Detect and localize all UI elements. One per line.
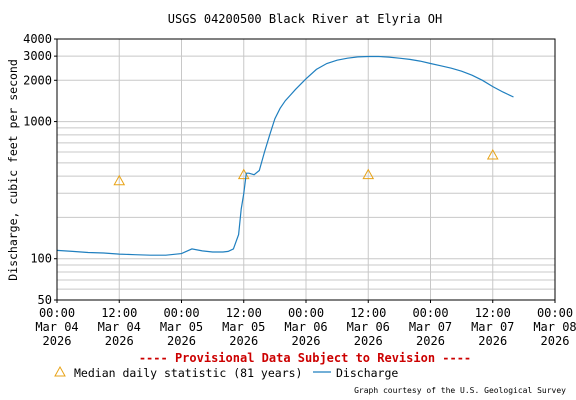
legend: Median daily statistic (81 years) Discha… [54,365,398,380]
discharge-line [56,55,514,256]
y-axis-label: Discharge, cubic feet per second [6,59,20,281]
legend-label-median: Median daily statistic (81 years) [74,366,302,380]
y-tick-label: 1000 [23,115,52,129]
y-tick-labels: 50 100 1000 2000 3000 4000 [23,32,57,307]
chart-title: USGS 04200500 Black River at Elyria OH [168,12,443,26]
y-tick-label: 2000 [23,73,52,87]
x-tick-label: 12:00 [350,306,386,320]
y-tick-label: 4000 [23,32,52,46]
x-tick-label: 2026 [354,334,383,348]
x-tick-label: 12:00 [226,306,262,320]
x-tick-label: 12:00 [475,306,511,320]
y-tick-label: 100 [30,252,52,266]
x-tick-label: 00:00 [537,306,573,320]
x-tick-label: 2026 [43,334,72,348]
x-tick-label: 2026 [167,334,196,348]
x-tick-label: 00:00 [288,306,324,320]
series-layer [56,55,514,256]
x-tick-label: 2026 [478,334,507,348]
x-tick-label: Mar 04 [98,320,141,334]
y-tick-label: 3000 [23,49,52,63]
x-tick-label: 2026 [229,334,258,348]
legend-marker-triangle-icon [54,365,66,377]
x-tick-label: Mar 05 [222,320,265,334]
x-tick-label: Mar 07 [409,320,452,334]
x-tick-label: 00:00 [412,306,448,320]
x-tick-label: Mar 08 [533,320,576,334]
x-tick-label: 2026 [416,334,445,348]
x-tick-label: 2026 [292,334,321,348]
credit-text: Graph courtesy of the U.S. Geological Su… [354,386,566,395]
x-tick-label: Mar 07 [471,320,514,334]
x-tick-label: 2026 [541,334,570,348]
x-tick-label: Mar 06 [347,320,390,334]
x-tick-label: Mar 05 [160,320,203,334]
x-tick-label: 00:00 [163,306,199,320]
y-tick-label: 50 [38,293,52,307]
x-tick-label: 2026 [105,334,134,348]
median-marker [362,168,375,180]
x-tick-label: 00:00 [39,306,75,320]
x-tick-label: Mar 06 [284,320,327,334]
median-marker [486,149,499,160]
legend-label-discharge: Discharge [336,366,398,380]
x-tick-label: 12:00 [101,306,137,320]
provisional-notice: ---- Provisional Data Subject to Revisio… [139,351,471,365]
median-marker [113,174,126,186]
x-tick-label: Mar 04 [35,320,78,334]
